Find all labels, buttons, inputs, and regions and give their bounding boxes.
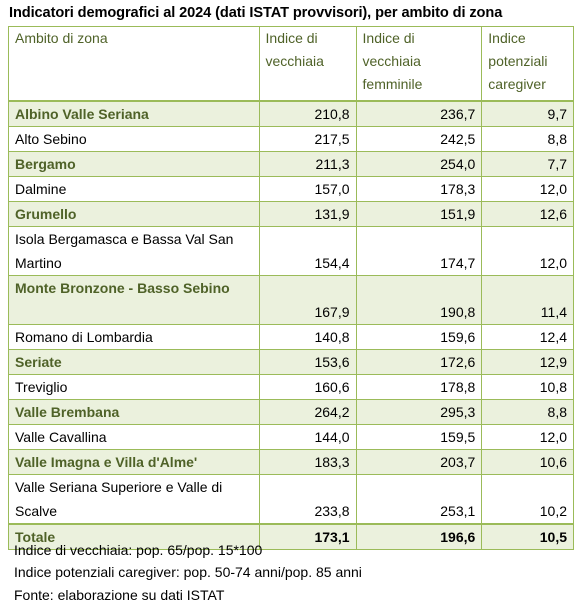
table-total-row: Totale 173,1 196,6 10,5 bbox=[8, 523, 574, 550]
cell-indice-caregiver: 12,0 bbox=[481, 226, 574, 276]
table-row: Bergamo 211,3 254,0 7,7 bbox=[8, 151, 574, 177]
cell-indice-caregiver: 8,8 bbox=[481, 399, 574, 425]
cell-indice-vecchiaia: 154,4 bbox=[258, 226, 357, 276]
cell-indice-vecchiaia: 264,2 bbox=[258, 399, 357, 425]
cell-indice-vecchiaia-femminile: 253,1 bbox=[355, 474, 483, 525]
cell-indice-caregiver: 10,6 bbox=[481, 449, 574, 475]
cell-ambito: Grumello bbox=[8, 201, 260, 227]
cell-ambito: Valle Imagna e Villa d'Alme' bbox=[8, 449, 260, 475]
data-table: Ambito di zona Indice di vecchiaia Indic… bbox=[8, 26, 574, 550]
cell-indice-vecchiaia-femminile: 236,7 bbox=[355, 100, 483, 127]
cell-ambito: Bergamo bbox=[8, 151, 260, 177]
table-row: Valle Seriana Superiore e Valle di Scalv… bbox=[8, 474, 574, 525]
table-row: Alto Sebino 217,5 242,5 8,8 bbox=[8, 126, 574, 152]
cell-indice-vecchiaia-femminile: 178,3 bbox=[355, 176, 483, 202]
cell-indice-caregiver: 10,2 bbox=[481, 474, 574, 525]
table-body: Albino Valle Seriana 210,8 236,7 9,7 Alto Se… bbox=[8, 100, 574, 550]
total-indice-vecchiaia: 173,1 bbox=[258, 523, 357, 550]
cell-ambito: Valle Seriana Superiore e Valle di Scalv… bbox=[8, 474, 260, 525]
total-label: Totale bbox=[8, 523, 260, 550]
cell-ambito: Isola Bergamasca e Bassa Val San Martino bbox=[8, 226, 260, 276]
table-row: Seriate 153,6 172,6 12,9 bbox=[8, 349, 574, 375]
cell-indice-caregiver: 12,6 bbox=[481, 201, 574, 227]
cell-indice-vecchiaia-femminile: 151,9 bbox=[355, 201, 483, 227]
cell-indice-vecchiaia-femminile: 172,6 bbox=[355, 349, 483, 375]
cell-indice-vecchiaia: 157,0 bbox=[258, 176, 357, 202]
cell-indice-caregiver: 9,7 bbox=[481, 100, 574, 127]
table-row: Valle Brembana 264,2 295,3 8,8 bbox=[8, 399, 574, 425]
column-header-indice-vecchiaia: Indice di vecchiaia bbox=[258, 26, 357, 102]
table-row: Valle Cavallina 144,0 159,5 12,0 bbox=[8, 424, 574, 450]
cell-ambito: Monte Bronzone - Basso Sebino bbox=[8, 275, 260, 325]
cell-indice-caregiver: 12,9 bbox=[481, 349, 574, 375]
table-row: Valle Imagna e Villa d'Alme' 183,3 203,7 10… bbox=[8, 449, 574, 475]
cell-indice-vecchiaia: 144,0 bbox=[258, 424, 357, 450]
cell-indice-caregiver: 12,4 bbox=[481, 324, 574, 350]
cell-indice-vecchiaia-femminile: 178,8 bbox=[355, 374, 483, 400]
cell-ambito: Seriate bbox=[8, 349, 260, 375]
cell-indice-vecchiaia-femminile: 242,5 bbox=[355, 126, 483, 152]
cell-ambito: Romano di Lombardia bbox=[8, 324, 260, 350]
cell-indice-vecchiaia-femminile: 159,6 bbox=[355, 324, 483, 350]
cell-indice-caregiver: 7,7 bbox=[481, 151, 574, 177]
table-row: Grumello 131,9 151,9 12,6 bbox=[8, 201, 574, 227]
cell-ambito: Dalmine bbox=[8, 176, 260, 202]
table-header-row: Ambito di zona Indice di vecchiaia Indic… bbox=[8, 26, 574, 102]
column-header-indice-caregiver: Indice potenziali caregiver bbox=[481, 26, 574, 102]
cell-indice-vecchiaia-femminile: 203,7 bbox=[355, 449, 483, 475]
footnote-indice-caregiver: Indice potenziali caregiver: pop. 50-74 … bbox=[14, 564, 362, 581]
cell-ambito: Alto Sebino bbox=[8, 126, 260, 152]
footnote-fonte: Fonte: elaborazione su dati ISTAT bbox=[14, 586, 225, 603]
footnotes: Indice di vecchiaia: pop. 65/pop. 15*100… bbox=[14, 539, 362, 606]
cell-indice-vecchiaia: 140,8 bbox=[258, 324, 357, 350]
cell-indice-caregiver: 11,4 bbox=[481, 275, 574, 325]
cell-indice-vecchiaia-femminile: 159,5 bbox=[355, 424, 483, 450]
cell-ambito: Valle Cavallina bbox=[8, 424, 260, 450]
table-row: Dalmine 157,0 178,3 12,0 bbox=[8, 176, 574, 202]
cell-ambito: Albino Valle Seriana bbox=[8, 100, 260, 127]
table-row: Isola Bergamasca e Bassa Val San Martino… bbox=[8, 226, 574, 276]
page-title: Indicatori demografici al 2024 (dati IST… bbox=[9, 5, 503, 21]
cell-indice-caregiver: 8,8 bbox=[481, 126, 574, 152]
cell-indice-vecchiaia: 160,6 bbox=[258, 374, 357, 400]
cell-indice-vecchiaia: 153,6 bbox=[258, 349, 357, 375]
cell-indice-vecchiaia-femminile: 190,8 bbox=[355, 275, 483, 325]
cell-indice-caregiver: 10,8 bbox=[481, 374, 574, 400]
cell-ambito: Treviglio bbox=[8, 374, 260, 400]
table-row: Treviglio 160,6 178,8 10,8 bbox=[8, 374, 574, 400]
column-header-ambito: Ambito di zona bbox=[8, 26, 260, 102]
cell-indice-vecchiaia: 167,9 bbox=[258, 275, 357, 325]
cell-indice-vecchiaia: 233,8 bbox=[258, 474, 357, 525]
table-row: Monte Bronzone - Basso Sebino 167,9 190,8 1… bbox=[8, 275, 574, 325]
total-indice-vecchiaia-femminile: 196,6 bbox=[355, 523, 483, 550]
total-indice-caregiver: 10,5 bbox=[481, 523, 574, 550]
cell-indice-vecchiaia: 211,3 bbox=[258, 151, 357, 177]
cell-indice-vecchiaia-femminile: 174,7 bbox=[355, 226, 483, 276]
footnote-indice-vecchiaia: Indice di vecchiaia: pop. 65/pop. 15*100 bbox=[14, 542, 263, 558]
cell-indice-vecchiaia: 217,5 bbox=[258, 126, 357, 152]
cell-indice-vecchiaia: 210,8 bbox=[258, 100, 357, 127]
cell-indice-vecchiaia-femminile: 254,0 bbox=[355, 151, 483, 177]
table-row: Romano di Lombardia 140,8 159,6 12,4 bbox=[8, 324, 574, 350]
cell-indice-caregiver: 12,0 bbox=[481, 424, 574, 450]
cell-ambito: Valle Brembana bbox=[8, 399, 260, 425]
cell-indice-vecchiaia: 131,9 bbox=[258, 201, 357, 227]
cell-indice-vecchiaia-femminile: 295,3 bbox=[355, 399, 483, 425]
column-header-indice-vecchiaia-femminile: Indice di vecchiaia femminile bbox=[355, 26, 483, 102]
cell-indice-caregiver: 12,0 bbox=[481, 176, 574, 202]
cell-indice-vecchiaia: 183,3 bbox=[258, 449, 357, 475]
table-row: Albino Valle Seriana 210,8 236,7 9,7 bbox=[8, 100, 574, 127]
